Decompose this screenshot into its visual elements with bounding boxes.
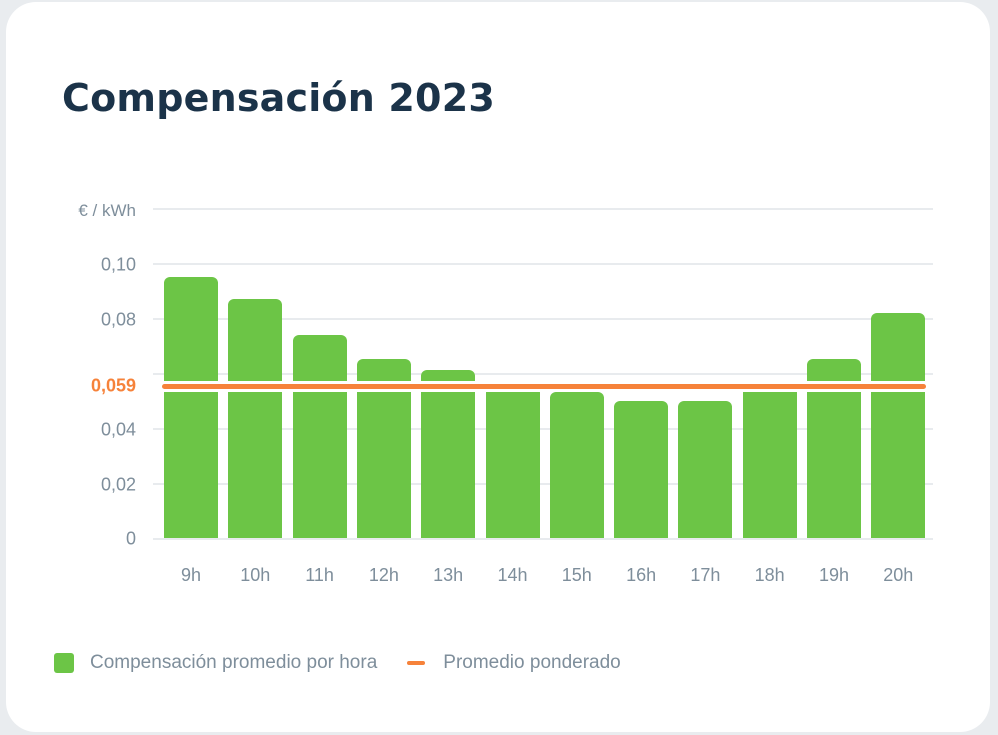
- x-tick: 17h: [690, 565, 721, 585]
- bar-9h[interactable]: [164, 276, 218, 538]
- x-tick: 10h: [240, 565, 271, 585]
- bar-11h[interactable]: [292, 334, 347, 538]
- bar-20h[interactable]: [871, 312, 926, 538]
- x-tick: 15h: [561, 565, 592, 585]
- plot-area: € / kWh 0,10 0,08 0,04 0,02 0 0,059 9h 10…: [6, 2, 990, 732]
- average-line: [162, 384, 926, 389]
- x-tick: 9h: [180, 565, 202, 585]
- y-axis-unit: € / kWh: [78, 201, 136, 220]
- legend-label: Promedio ponderado: [443, 652, 621, 673]
- x-tick: 18h: [754, 565, 785, 585]
- bar-10h[interactable]: [228, 298, 283, 538]
- gridline-0.08: [153, 318, 933, 320]
- bar-15h[interactable]: [549, 392, 604, 538]
- gridline-0.02: [153, 483, 933, 485]
- x-tick: 12h: [368, 565, 399, 585]
- bar-13h[interactable]: [421, 370, 476, 538]
- chart-card: Compensación 2023 € / kWh 0,10 0,08 0,04…: [6, 2, 990, 732]
- gridline-0: [153, 538, 933, 540]
- x-tick: 11h: [305, 565, 334, 585]
- bar-16h[interactable]: [614, 400, 669, 538]
- gridline-0.04: [153, 428, 933, 430]
- y-tick: 0: [125, 528, 136, 549]
- y-tick: 0,04: [100, 419, 136, 440]
- y-tick: 0,10: [100, 254, 136, 275]
- gridline-0.10: [153, 263, 933, 265]
- legend: Compensación promedio por hora Promedio …: [54, 652, 651, 674]
- green-square-icon: [54, 653, 74, 673]
- x-tick: 14h: [497, 565, 528, 585]
- x-tick: 19h: [818, 565, 850, 585]
- y-tick: 0,08: [100, 309, 136, 330]
- gridline-0.06: [153, 373, 933, 375]
- legend-item-bars[interactable]: Compensación promedio por hora: [54, 652, 377, 674]
- bar-18h[interactable]: [742, 386, 797, 538]
- x-tick: 13h: [433, 565, 464, 585]
- bar-14h[interactable]: [485, 386, 540, 538]
- x-tick: 20h: [883, 565, 914, 585]
- chart-title: Compensación 2023: [62, 76, 495, 120]
- x-tick: 16h: [626, 565, 657, 585]
- gridline-unit: [153, 208, 933, 210]
- legend-label: Compensación promedio por hora: [90, 652, 378, 673]
- legend-item-average[interactable]: Promedio ponderado: [407, 652, 621, 674]
- y-tick: 0,02: [100, 474, 136, 495]
- bar-17h[interactable]: [678, 400, 733, 538]
- orange-dash-icon: [407, 661, 426, 665]
- average-value-label: 0,059: [90, 375, 136, 396]
